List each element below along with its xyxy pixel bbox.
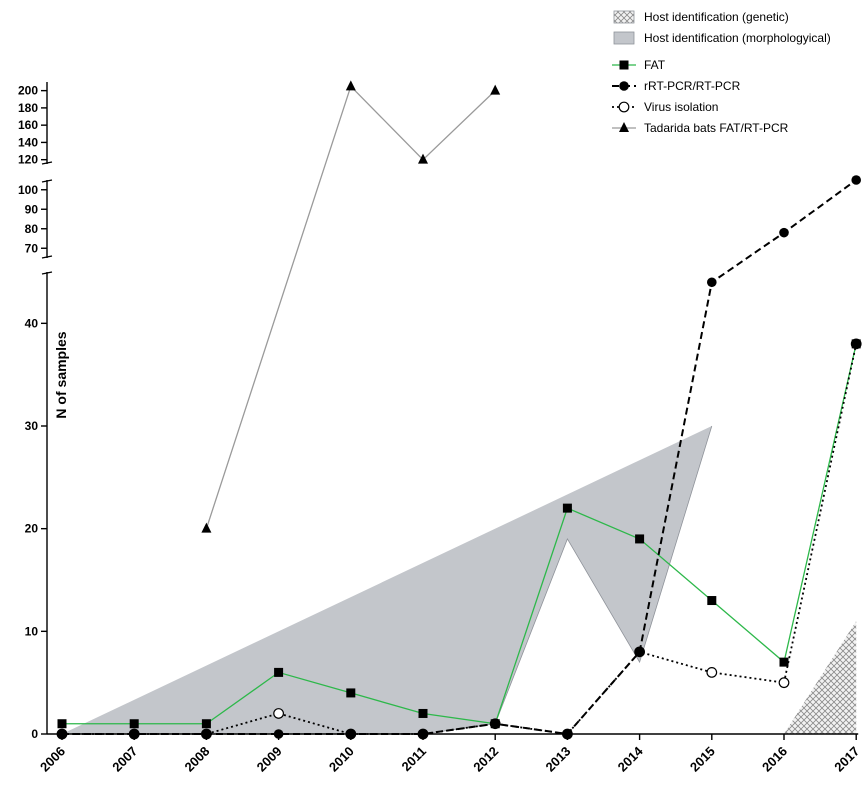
y-tick-label: 70 [25,241,39,255]
data-point [707,596,717,606]
y-tick-label: 120 [18,153,38,167]
x-tick-label: 2012 [470,744,501,775]
x-tick-label: 2013 [542,744,573,775]
y-axis-label: N of samples [53,331,69,418]
legend-label: Host identification (morphologyical) [644,31,831,45]
x-tick-label: 2014 [615,743,647,775]
axes: 0 10 20 30 40 70 80 90 100 120 140 160 180 200 2006 200… [18,82,862,775]
y-tick-label: 90 [25,202,39,216]
x-tick-label: 2008 [181,744,212,775]
data-point [273,729,284,739]
data-point [201,729,212,739]
x-tick-label: 2007 [109,744,140,775]
axis-break-gap [48,258,864,272]
data-point [707,277,717,288]
data-point [273,708,285,719]
x-tick-label: 2011 [399,744,430,775]
series-line-square [62,343,857,725]
y-tick-label: 30 [25,419,39,433]
legend-label: Host identification (genetic) [644,10,789,24]
data-point [619,122,629,132]
legend-item: Host identification (genetic) [613,10,789,24]
x-tick-label: 2006 [37,744,68,775]
data-point [706,667,718,678]
y-tick-label: 180 [18,101,38,115]
series-markers [56,80,862,740]
legend-label: Tadarida bats FAT/RT-PCR [644,121,789,135]
axis-break-mark [41,161,53,165]
axis-break-gap [48,164,864,180]
series-line-filled-circle [62,179,857,736]
data-point [851,339,861,349]
legend-item: FAT [612,58,666,72]
data-point [345,80,356,91]
y-tick-label: 200 [18,84,38,98]
data-point [562,729,573,739]
data-point [635,534,645,544]
axis-break-mark [41,255,53,259]
y-tick-label: 40 [25,316,39,330]
legend-item: Virus isolation [612,100,718,114]
axis-break-mark [41,271,53,275]
data-point [779,657,789,667]
series-line-triangle [205,85,496,529]
legend-label: Virus isolation [644,100,718,114]
legend-label: rRT-PCR/RT-PCR [644,79,741,93]
data-point [274,667,284,677]
data-point [779,227,789,238]
y-tick-label: 160 [18,118,38,132]
legend-swatch [613,10,635,24]
legend-label: FAT [644,58,666,72]
data-point [490,719,500,729]
data-point [129,719,139,729]
data-point [129,729,139,739]
y-tick-label: 80 [25,222,39,236]
legend-item: rRT-PCR/RT-PCR [612,79,741,93]
x-tick-label: 2009 [254,744,285,775]
data-point [619,81,629,91]
y-tick-label: 10 [25,624,39,638]
data-point [634,647,645,657]
x-tick-label: 2015 [687,744,718,775]
area-layer [48,164,864,735]
x-tick-label: 2016 [759,744,790,775]
data-point [57,729,67,739]
legend-item: Host identification (morphologyical) [613,31,831,45]
series-lines [62,85,858,736]
data-point [418,153,428,164]
x-tick-label: 2010 [326,744,357,775]
data-point [490,84,501,95]
data-point [346,729,356,739]
data-point [57,719,67,729]
y-tick-label: 100 [18,183,38,197]
data-point [618,101,630,113]
data-point [418,729,428,739]
legend-item: Tadarida bats FAT/RT-PCR [612,121,789,135]
data-point [346,688,356,698]
data-point [201,522,212,533]
legend-swatch [613,31,635,45]
data-point [778,677,790,689]
y-tick-label: 140 [18,135,38,149]
y-tick-label: 20 [25,522,39,536]
legend: Host identification (genetic) Host identi… [612,10,831,135]
data-point [619,60,629,70]
x-tick-label: 2017 [831,744,862,775]
data-point [562,503,572,513]
data-point [851,175,861,185]
data-point [418,708,428,718]
data-point [201,719,211,729]
axis-break-mark [41,179,53,183]
y-tick-label: 0 [31,727,38,741]
area-morphological [62,425,713,735]
